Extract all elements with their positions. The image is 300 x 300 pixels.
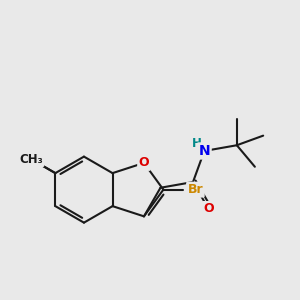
Text: CH₃: CH₃	[19, 153, 43, 166]
Text: Br: Br	[188, 183, 203, 196]
Text: O: O	[139, 156, 149, 170]
Text: N: N	[199, 144, 210, 158]
Text: O: O	[203, 202, 214, 215]
Text: H: H	[192, 137, 202, 150]
